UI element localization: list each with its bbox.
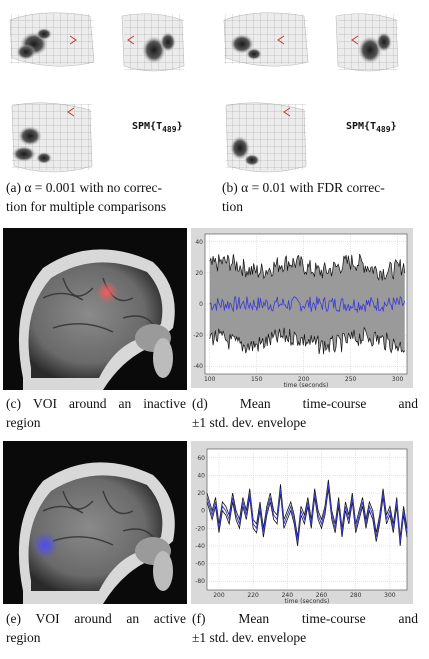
y-tick-label: -20 [193, 332, 203, 339]
glass-brain-panel-b [223, 12, 399, 173]
spm-label-b: SPM{T489} [346, 121, 397, 134]
spm-label-b-sub: 489 [376, 125, 391, 134]
y-tick-label: -40 [195, 543, 205, 550]
x-tick-label: 200 [213, 592, 225, 599]
caption-e-w4: an [126, 611, 140, 626]
caption-d-w1: (d) [192, 396, 208, 411]
caption-d-w2: Mean [239, 396, 271, 411]
spm-label-b-close: } [390, 121, 397, 132]
caption-b-line1: (b) α = 0.01 with FDR correc- [222, 180, 385, 195]
timecourse-chart-f: 200 220 240 260 280 3006040200-20-40-60-80tim… [191, 441, 413, 604]
caption-f-line2: ±1 std. dev. envelope [192, 630, 307, 645]
caption-e-w2: VOI [35, 611, 60, 626]
y-tick-label: 0 [201, 508, 205, 515]
caption-e-w5: active [153, 611, 186, 626]
caption-f: (f) Mean time-course and ±1 std. dev. en… [192, 609, 418, 647]
plot-area [206, 448, 408, 591]
voi-marker-red [96, 281, 118, 303]
x-tick-label: 150 [251, 376, 263, 383]
y-tick-label: -80 [195, 578, 205, 585]
y-tick-label: 40 [197, 472, 205, 479]
mean-line [206, 484, 408, 542]
y-tick-label: -20 [195, 525, 205, 532]
y-tick-label: -60 [195, 561, 205, 568]
caption-c-w4: an [118, 396, 132, 411]
caption-c-w3: around [68, 396, 107, 411]
caption-f-w4: and [398, 611, 418, 626]
lower-envelope-line [209, 326, 406, 355]
sagittal-view [9, 12, 95, 67]
x-axis-label: time (seconds) [285, 598, 330, 604]
caption-c-w1: (c) [6, 396, 21, 411]
caption-a-line1: (a) α = 0.001 with no correc- [6, 180, 163, 195]
caption-c-line2: region [6, 415, 41, 430]
spm-label-a-text: SPM{T [132, 121, 163, 132]
x-tick-label: 200 [298, 376, 310, 383]
caption-d-line2: ±1 std. dev. envelope [192, 415, 307, 430]
y-tick-label: 60 [197, 455, 205, 462]
coronal-view [335, 13, 399, 72]
axial-view [225, 102, 307, 173]
caption-a-line2: tion for multiple comparisons [6, 199, 167, 214]
sagittal-view [223, 12, 309, 67]
mri-slice-active [3, 441, 187, 604]
caption-f-w1: (f) [192, 611, 206, 626]
caption-c: (c) VOI around an inactive region [6, 394, 186, 432]
spm-label-a-sub: 489 [162, 125, 177, 134]
x-tick-label: 300 [384, 592, 396, 599]
caption-e-w3: around [74, 611, 112, 626]
caption-c-w2: VOI [32, 396, 57, 411]
spm-label-a: SPM{T489} [132, 121, 183, 134]
upper-envelope-line [209, 253, 406, 281]
x-tick-label: 240 [282, 592, 294, 599]
caption-a: (a) α = 0.001 with no correc- tion for m… [6, 178, 212, 216]
spm-label-b-text: SPM{T [346, 121, 377, 132]
x-tick-label: 100 [204, 376, 216, 383]
caption-b-line2: tion [222, 199, 244, 214]
voi-marker-blue [32, 532, 58, 558]
x-tick-label: 280 [350, 592, 362, 599]
caption-e-line2: region [6, 630, 41, 645]
x-tick-label: 250 [345, 376, 357, 383]
caption-e: (e) VOI around an active region [6, 609, 186, 647]
caption-f-w2: Mean [238, 611, 270, 626]
caption-c-w5: inactive [143, 396, 186, 411]
x-axis-label: time (seconds) [284, 382, 329, 388]
spm-label-a-close: } [176, 121, 183, 132]
std-envelope-band [209, 254, 405, 355]
glass-brain-panel-a [9, 12, 185, 173]
caption-d: (d) Mean time-course and ±1 std. dev. en… [192, 394, 418, 432]
y-tick-label: 20 [197, 490, 205, 497]
caption-d-w4: and [398, 396, 418, 411]
upper-envelope-line [206, 479, 408, 538]
caption-d-w3: time-course [302, 396, 367, 411]
caption-f-w3: time-course [301, 611, 366, 626]
y-tick-label: 20 [195, 270, 203, 277]
mean-line [209, 295, 406, 314]
x-tick-label: 260 [316, 592, 328, 599]
y-tick-label: 0 [199, 301, 203, 308]
x-tick-label: 300 [392, 376, 404, 383]
lower-envelope-line [206, 488, 408, 546]
x-tick-label: 220 [247, 592, 259, 599]
coronal-view [121, 13, 185, 72]
y-tick-label: -40 [193, 363, 203, 370]
mri-slice-inactive [3, 228, 187, 390]
caption-e-w1: (e) [6, 611, 21, 626]
caption-b: (b) α = 0.01 with FDR correc- tion [222, 178, 426, 216]
axial-view [11, 102, 93, 173]
y-tick-label: 40 [195, 239, 203, 246]
